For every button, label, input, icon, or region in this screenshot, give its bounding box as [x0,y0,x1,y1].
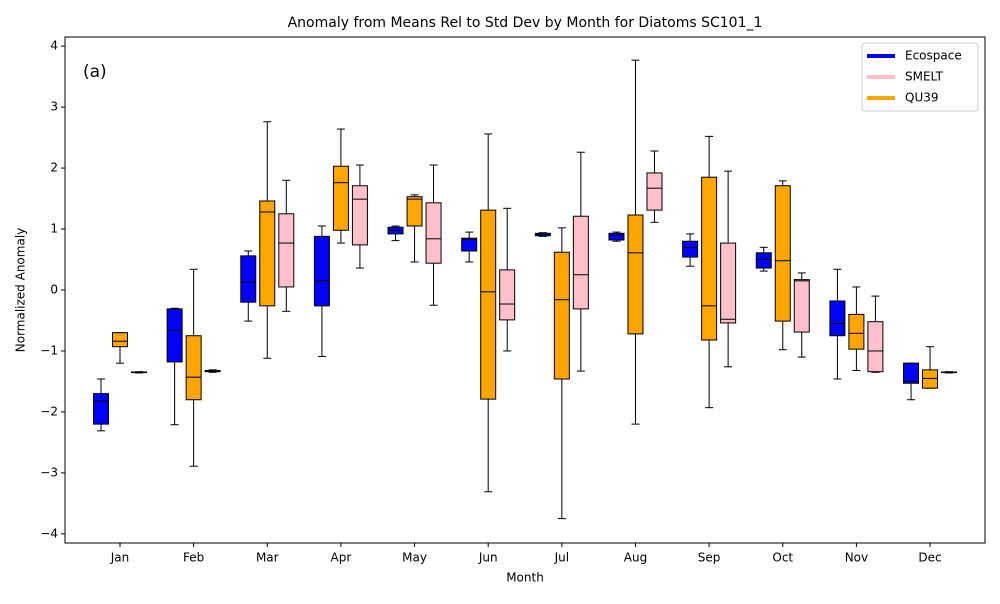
box [646,172,663,211]
box [922,369,939,389]
box [93,393,109,425]
box [259,200,276,307]
annotation: (a) [83,62,107,82]
box [112,332,128,348]
box [313,235,330,307]
box [553,251,570,380]
x-axis-label: Month [506,571,544,585]
box [240,255,257,303]
box [755,252,772,269]
y-axis-label: Normalized Anomaly [14,228,28,353]
y-tick-label: −1 [40,343,58,357]
box [608,232,625,241]
x-tick-label: Feb [183,551,204,565]
box [166,308,183,363]
box [480,209,497,400]
box [867,321,884,373]
x-tick-label: Apr [331,551,352,565]
x-tick-label: Mar [256,551,279,565]
box [351,185,368,246]
x-tick-label: Dec [918,551,941,565]
plot-frame [64,36,986,544]
x-tick-label: Nov [845,551,868,565]
box [461,237,478,252]
box [848,313,865,350]
y-tick-label: −4 [40,526,58,540]
box [278,213,295,288]
y-tick-label: −3 [40,465,58,479]
box [627,214,644,335]
box [499,269,516,321]
x-tick-label: Aug [624,551,647,565]
y-tick-label: 2 [50,161,58,175]
box [572,215,589,310]
chart-title: Anomaly from Means Rel to Std Dev by Mon… [288,15,763,31]
x-tick-label: Jun [478,551,498,565]
box [793,279,810,333]
legend-label: SMELT [905,70,944,84]
y-tick-label: −2 [40,404,58,418]
x-tick-label: Jan [110,551,130,565]
box [682,240,699,258]
y-tick-label: 3 [50,100,58,114]
box [406,196,423,227]
box [720,242,737,324]
y-tick-label: 1 [50,222,58,236]
box [701,176,718,341]
box [829,300,846,337]
legend-label: Ecospace [905,49,962,63]
x-tick-label: Jul [554,551,569,565]
y-tick-label: 4 [50,39,58,53]
box [903,362,920,384]
box [332,165,349,231]
legend-box [861,42,979,112]
legend-label: QU39 [905,91,939,105]
x-tick-label: May [402,551,427,565]
box [185,335,202,401]
x-tick-label: Oct [772,551,793,565]
box [774,185,791,322]
box [425,202,442,264]
x-tick-label: Sep [698,551,721,565]
y-tick-label: 0 [50,283,58,297]
